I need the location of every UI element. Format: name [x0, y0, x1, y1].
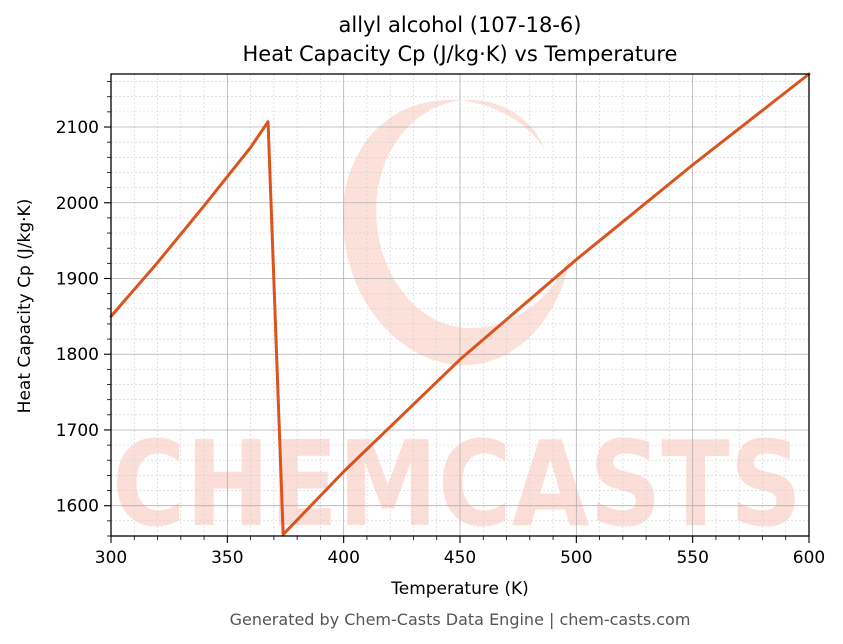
x-tick-label: 500 — [560, 548, 592, 568]
x-axis-label: Temperature (K) — [390, 579, 529, 599]
y-tick-label: 1800 — [56, 345, 99, 365]
x-tick-label: 350 — [211, 548, 243, 568]
x-tick-label: 450 — [444, 548, 476, 568]
y-tick-labels: 1600 1700 1800 1900 2000 2100 — [56, 118, 99, 517]
series-layer — [109, 72, 811, 536]
x-tick-label: 400 — [327, 548, 359, 568]
footer-credit: Generated by Chem-Casts Data Engine | ch… — [230, 610, 691, 629]
x-tick-labels: 300 350 400 450 500 550 600 — [95, 548, 825, 568]
axis-ticks — [104, 81, 810, 543]
y-tick-label: 2100 — [56, 118, 99, 138]
x-tick-label: 600 — [793, 548, 825, 568]
y-tick-label: 1900 — [56, 269, 99, 289]
y-tick-label: 1700 — [56, 421, 99, 441]
watermark-text: CHEMCASTS — [112, 415, 802, 553]
y-tick-label: 1600 — [56, 497, 99, 517]
x-tick-label: 300 — [95, 548, 127, 568]
y-tick-label: 2000 — [56, 194, 99, 214]
watermark-swirl — [342, 99, 570, 366]
x-tick-label: 550 — [676, 548, 708, 568]
chart-title-line2: Heat Capacity Cp (J/kg·K) vs Temperature — [243, 42, 678, 66]
chart-title-line1: allyl alcohol (107-18-6) — [339, 13, 582, 37]
watermark-logo: CHEMCASTS — [112, 99, 802, 553]
series-line — [109, 72, 811, 536]
y-axis-label: Heat Capacity Cp (J/kg·K) — [15, 199, 35, 414]
